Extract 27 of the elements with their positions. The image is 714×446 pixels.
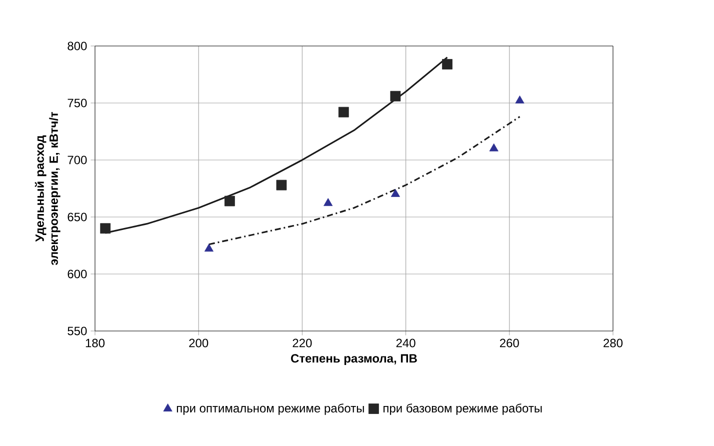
point [204, 244, 214, 252]
point [324, 198, 333, 206]
y-tick-label: 800 [68, 42, 87, 50]
point [338, 106, 349, 118]
y-axis-title: Удельный расход электроэнергии, Е, кВтч/т [34, 112, 60, 266]
y-tick-label: 650 [68, 212, 87, 222]
x-tick-label: 200 [189, 338, 208, 348]
x-tick-label: 260 [500, 338, 519, 348]
y-tick-label: 550 [68, 326, 87, 336]
y-tick-label: 750 [68, 98, 87, 108]
point [442, 59, 452, 70]
legend-label: при оптимальном режиме работы [176, 404, 364, 415]
y-tick-label: 700 [68, 156, 87, 164]
x-tick-label: 220 [292, 338, 312, 348]
point [224, 196, 235, 206]
point [276, 180, 287, 190]
point [100, 223, 111, 234]
x-axis-title: Степень размола, ПВ [291, 354, 417, 366]
x-tick-label: 280 [604, 338, 623, 348]
x-tick-label: 240 [396, 338, 416, 348]
point [390, 188, 400, 197]
point [390, 90, 401, 102]
x-tick-label: 180 [86, 338, 105, 348]
point [515, 96, 524, 104]
legend-label: при базовом режиме работы [384, 404, 542, 415]
y-tick-label: 600 [68, 270, 87, 278]
point [489, 143, 498, 152]
